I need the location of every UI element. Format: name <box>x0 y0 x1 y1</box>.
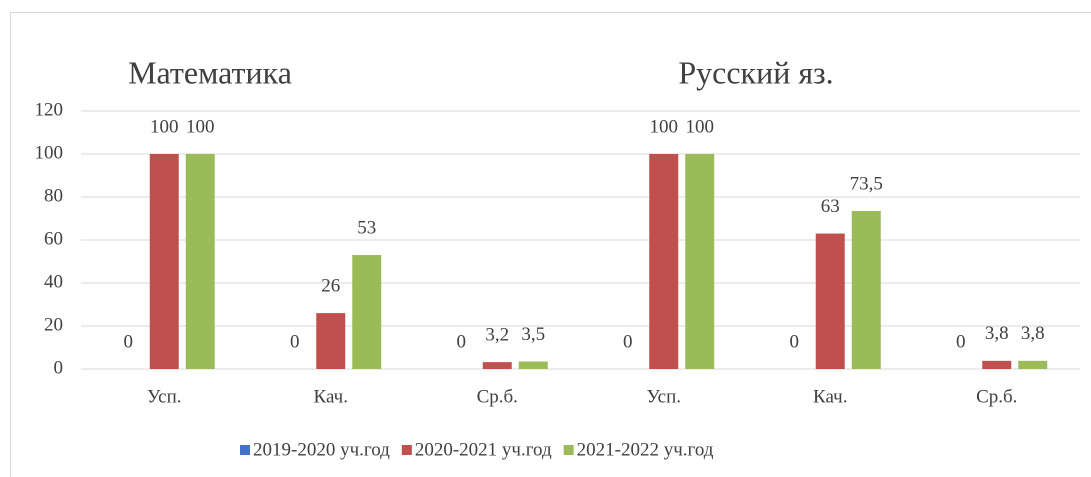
data-label: 3,2 <box>485 324 509 345</box>
data-label: 3,8 <box>1021 323 1045 344</box>
data-label: 26 <box>321 275 340 296</box>
data-label: 3,5 <box>521 324 545 345</box>
data-label: 73,5 <box>850 173 883 194</box>
bar <box>149 154 179 369</box>
bar <box>482 362 512 369</box>
data-label: 100 <box>650 116 679 137</box>
x-tick-label: Ср.б. <box>477 386 518 407</box>
bar <box>649 154 679 369</box>
bar <box>316 313 346 369</box>
bar <box>685 154 715 369</box>
data-label: 0 <box>124 331 134 352</box>
legend-swatch <box>401 445 412 455</box>
y-tick-label: 120 <box>35 99 64 120</box>
y-tick-label: 100 <box>35 142 64 163</box>
bar <box>1018 360 1048 369</box>
data-label: 63 <box>821 196 840 217</box>
y-tick-label: 40 <box>44 271 63 292</box>
legend-label: 2019-2020 уч.год <box>253 439 390 460</box>
bar <box>518 361 548 369</box>
data-label: 0 <box>457 331 467 352</box>
data-label: 0 <box>623 331 633 352</box>
bar <box>352 255 382 369</box>
x-tick-label: Кач. <box>314 386 348 407</box>
bar <box>815 233 845 369</box>
bar <box>185 154 215 369</box>
group-title: Математика <box>128 54 292 90</box>
x-tick-label: Ср.б. <box>976 386 1017 407</box>
y-tick-label: 80 <box>44 185 63 206</box>
y-tick-label: 60 <box>44 228 63 249</box>
x-tick-label: Усп. <box>147 386 182 407</box>
data-label: 0 <box>290 331 300 352</box>
bar <box>851 210 881 369</box>
data-label: 3,8 <box>985 323 1009 344</box>
data-label: 0 <box>790 331 800 352</box>
x-tick-label: Кач. <box>813 386 847 407</box>
y-tick-label: 0 <box>54 357 64 378</box>
data-label: 100 <box>150 116 179 137</box>
y-tick-label: 20 <box>44 314 63 335</box>
group-title: Русский яз. <box>678 54 833 90</box>
x-tick-label: Усп. <box>646 386 681 407</box>
data-label: 100 <box>186 116 215 137</box>
data-label: 100 <box>686 116 715 137</box>
legend-swatch <box>563 445 574 455</box>
legend-label: 2020-2021 уч.год <box>415 439 552 460</box>
bar <box>982 360 1012 369</box>
legend-label: 2021-2022 уч.год <box>577 439 714 460</box>
data-label: 53 <box>357 217 376 238</box>
data-label: 0 <box>956 331 966 352</box>
legend-swatch <box>240 445 250 455</box>
